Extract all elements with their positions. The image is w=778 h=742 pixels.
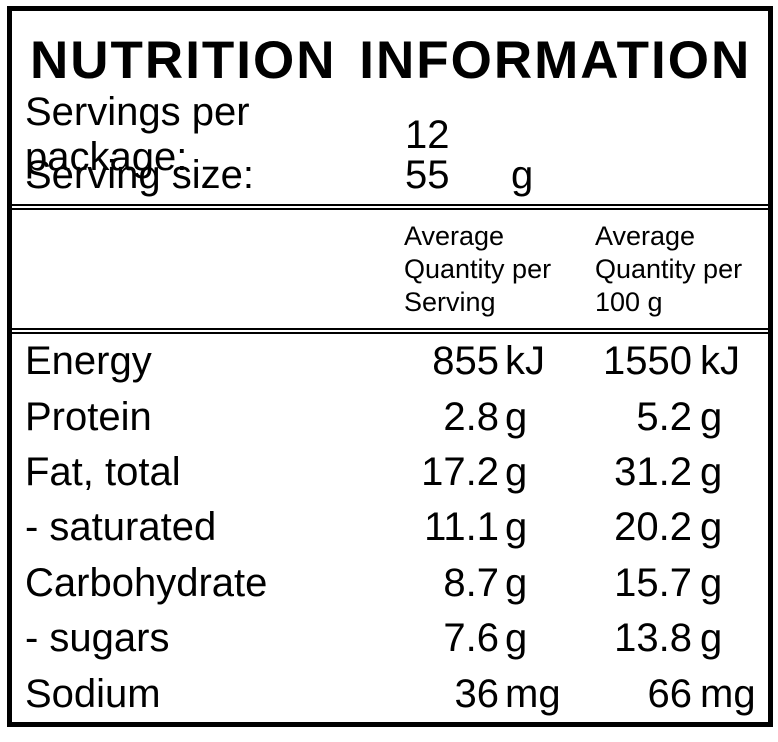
table-row-energy: Energy 855 kJ 1550 kJ [12,334,768,389]
per-100g-unit: g [700,450,723,495]
per-serving-unit: g [505,394,528,439]
per-100g-unit: g [700,616,723,661]
table-row-sugars: - sugars 7.6 g 13.8 g [12,611,768,666]
per-serving-unit: g [505,560,528,605]
per-100g-unit: g [700,394,723,439]
per-100g-value: 66 [647,671,693,716]
nutrient-label: Carbohydrate [25,560,268,605]
table-row-protein: Protein 2.8 g 5.2 g [12,389,768,444]
per-100g-value: 31.2 [614,450,692,495]
servings-per-package-label: Servings per package: [25,90,250,179]
per-serving-unit: g [505,616,528,661]
table-row-saturated: - saturated 11.1 g 20.2 g [12,500,768,555]
per-100g-unit: kJ [700,339,740,384]
per-100g-value: 5.2 [636,394,692,439]
nutrient-label: Sodium [25,671,161,716]
table-row-fat-total: Fat, total 17.2 g 31.2 g [12,445,768,500]
divider-mid-rule [12,328,768,334]
per-serving-unit: kJ [505,339,545,384]
servings-per-package-row: Servings per package: 12 [12,90,768,179]
per-100g-unit: mg [700,671,756,716]
per-100g-unit: g [700,560,723,605]
per-serving-unit: g [505,450,528,495]
divider-top-rule [12,204,768,210]
nutrient-label: - saturated [25,505,217,550]
per-100g-value: 20.2 [614,505,692,550]
nutrient-label: Energy [25,339,152,384]
per-serving-value: 8.7 [443,560,499,605]
label-title: NUTRITION INFORMATION [30,31,752,90]
per-100g-unit: g [700,505,723,550]
label-border-box: NUTRITION INFORMATION Servings per packa… [7,6,773,727]
per-100g-value: 13.8 [614,616,692,661]
per-serving-value: 36 [454,671,500,716]
per-serving-unit: mg [505,671,561,716]
per-serving-unit: g [505,505,528,550]
per-serving-value: 2.8 [443,394,499,439]
serving-size-unit: g [511,153,534,197]
column-header-per-serving: Average Quantity per Serving [404,221,552,317]
per-serving-value: 855 [432,339,499,384]
nutrient-label: Fat, total [25,450,181,495]
serving-size-label: Serving size: [25,153,254,197]
table-row-sodium: Sodium 36 mg 66 mg [12,667,768,722]
nutrient-label: Protein [25,394,152,439]
column-header-per-100g: Average Quantity per 100 g [595,221,743,317]
nutrient-table: Energy 855 kJ 1550 kJ Protein 2.8 g 5.2 … [12,334,768,722]
per-serving-value: 17.2 [421,450,499,495]
per-100g-value: 1550 [603,339,692,384]
per-serving-value: 11.1 [424,505,499,550]
per-100g-value: 15.7 [614,560,692,605]
nutrient-label: - sugars [25,616,170,661]
servings-per-package-value: 12 [405,112,450,157]
serving-size-value: 55 [405,153,450,197]
table-row-carbohydrate: Carbohydrate 8.7 g 15.7 g [12,556,768,611]
column-header-row: Average Quantity per Serving Average Qua… [12,210,768,328]
per-serving-value: 7.6 [443,616,499,661]
column-header-spacer [25,220,399,328]
serving-size-row: Serving size: 55 g [12,147,768,204]
